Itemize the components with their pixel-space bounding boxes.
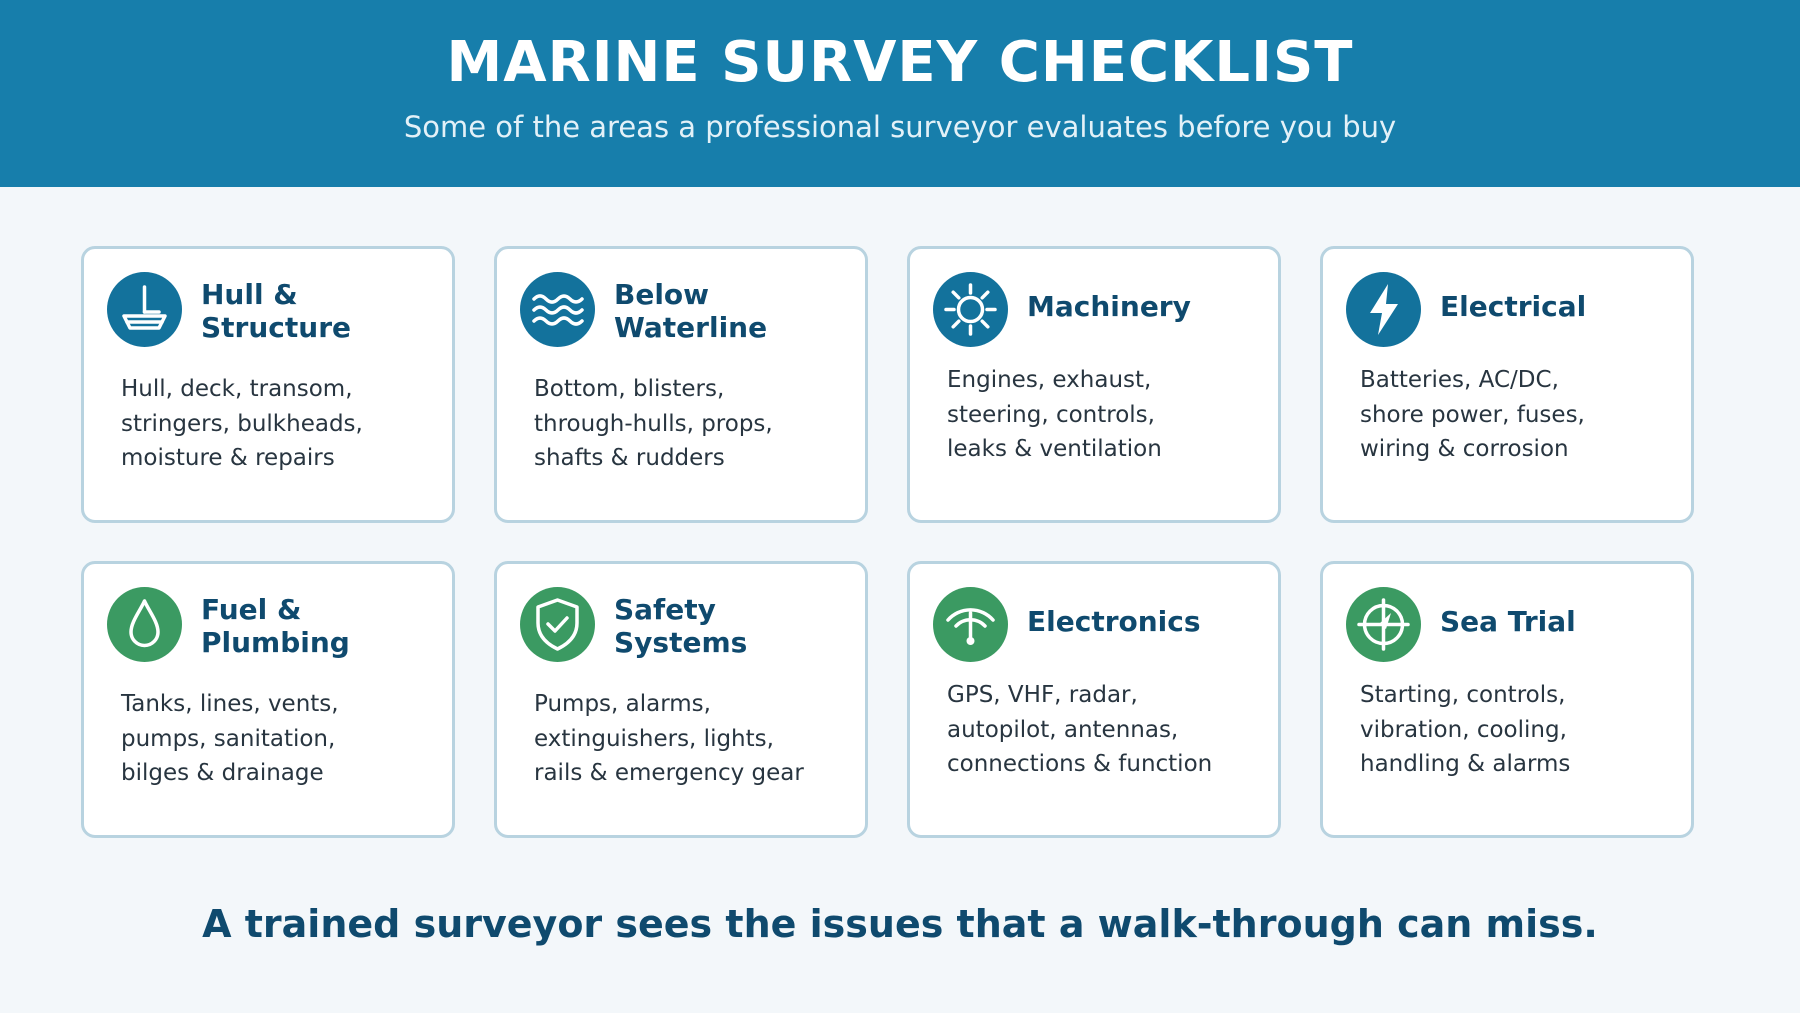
card-description: Engines, exhaust, steering, controls, le…: [947, 367, 1162, 462]
card-description: Pumps, alarms, extinguishers, lights, ra…: [534, 691, 804, 786]
card-description: Bottom, blisters, through-hulls, props, …: [534, 376, 773, 471]
card-description: Tanks, lines, vents, pumps, sanitation, …: [121, 691, 339, 786]
antenna-icon: [933, 587, 1008, 662]
card-title: Electrical: [1440, 290, 1587, 323]
card-title: Fuel & Plumbing: [201, 593, 350, 659]
waves-icon: [520, 272, 595, 347]
card-description: Batteries, AC/DC, shore power, fuses, wi…: [1360, 367, 1585, 462]
card-fuel-plumbing: Fuel & Plumbing Tanks, lines, vents, pum…: [81, 561, 455, 838]
card-title: Below Waterline: [614, 278, 768, 344]
page-title: MARINE SURVEY CHECKLIST: [446, 30, 1354, 95]
header-banner: MARINE SURVEY CHECKLIST Some of the area…: [0, 0, 1800, 187]
card-description: Hull, deck, transom, stringers, bulkhead…: [121, 376, 363, 471]
card-title: Electronics: [1027, 605, 1201, 638]
compass-icon: [1346, 587, 1421, 662]
card-title: Safety Systems: [614, 593, 748, 659]
card-below-waterline: Below Waterline Bottom, blisters, throug…: [494, 246, 868, 523]
page-subtitle: Some of the areas a professional surveyo…: [403, 110, 1397, 144]
card-electrical: Electrical Batteries, AC/DC, shore power…: [1320, 246, 1694, 523]
card-title: Machinery: [1027, 290, 1191, 323]
card-description: Starting, controls, vibration, cooling, …: [1360, 682, 1571, 777]
card-hull-structure: Hull & Structure Hull, deck, transom, st…: [81, 246, 455, 523]
lightning-icon: [1346, 272, 1421, 347]
boat-icon: [107, 272, 182, 347]
card-title: Sea Trial: [1440, 605, 1576, 638]
shield-check-icon: [520, 587, 595, 662]
footer-tagline: A trained surveyor sees the issues that …: [202, 902, 1598, 946]
droplet-icon: [107, 587, 182, 662]
card-title: Hull & Structure: [201, 278, 352, 344]
card-sea-trial: Sea Trial Starting, controls, vibration,…: [1320, 561, 1694, 838]
card-machinery: Machinery Engines, exhaust, steering, co…: [907, 246, 1281, 523]
gear-icon: [933, 272, 1008, 347]
card-description: GPS, VHF, radar, autopilot, antennas, co…: [947, 682, 1213, 777]
card-electronics: Electronics GPS, VHF, radar, autopilot, …: [907, 561, 1281, 838]
card-safety-systems: Safety Systems Pumps, alarms, extinguish…: [494, 561, 868, 838]
